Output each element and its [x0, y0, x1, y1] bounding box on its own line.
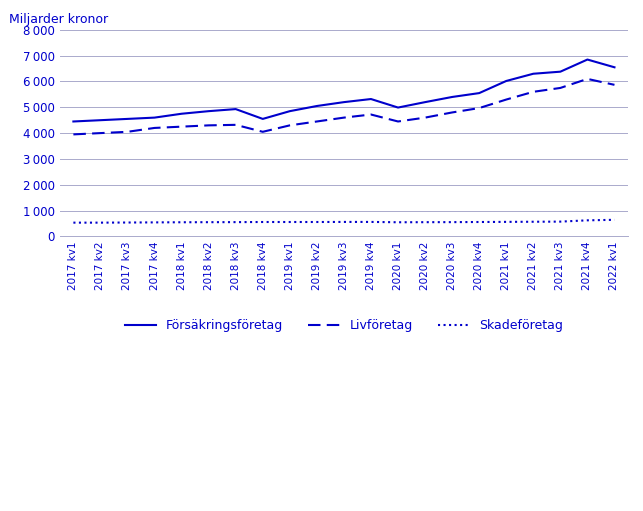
- Y-axis label: Miljarder kronor: Miljarder kronor: [9, 13, 108, 26]
- Legend: Försäkringsföretag, Livföretag, Skadeföretag: Försäkringsföretag, Livföretag, Skadeför…: [120, 314, 568, 337]
